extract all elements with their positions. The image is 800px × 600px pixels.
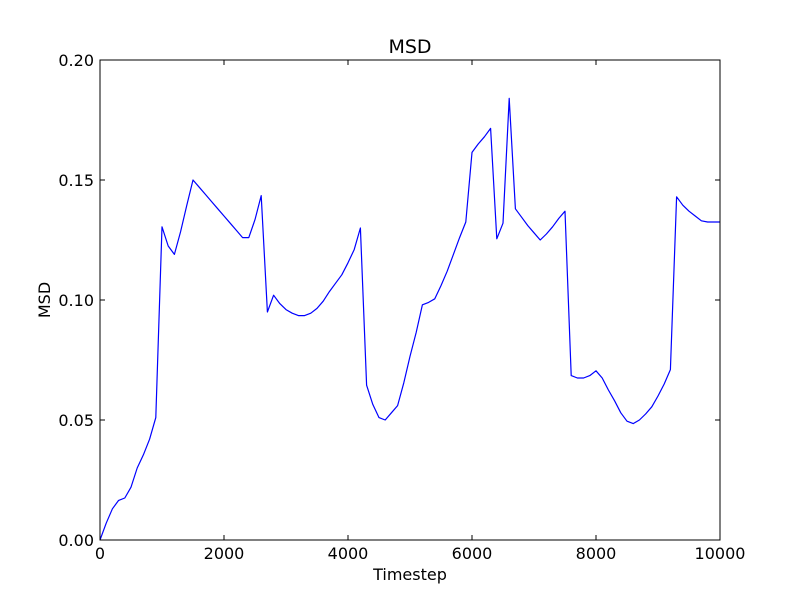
chart-title: MSD [388,36,431,58]
x-axis-ticks: 0 2000 4000 6000 8000 10000 [95,60,746,563]
y-tick-label: 0.20 [58,51,94,70]
y-tick-label: 0.10 [58,291,94,310]
x-tick-label: 4000 [328,544,369,563]
x-tick-label: 10000 [695,544,746,563]
y-axis-ticks: 0.00 0.05 0.10 0.15 0.20 [58,51,720,550]
x-tick-label: 8000 [576,544,617,563]
msd-series-line [99,97,720,541]
x-tick-label: 6000 [452,544,493,563]
y-tick-label: 0.15 [58,171,94,190]
y-axis-label: MSD [35,282,54,318]
x-tick-label: 2000 [204,544,245,563]
y-tick-label: 0.00 [58,531,94,550]
x-tick-label: 0 [95,544,105,563]
plot-background [100,60,720,540]
x-axis-label: Timestep [372,565,447,584]
y-tick-label: 0.05 [58,411,94,430]
